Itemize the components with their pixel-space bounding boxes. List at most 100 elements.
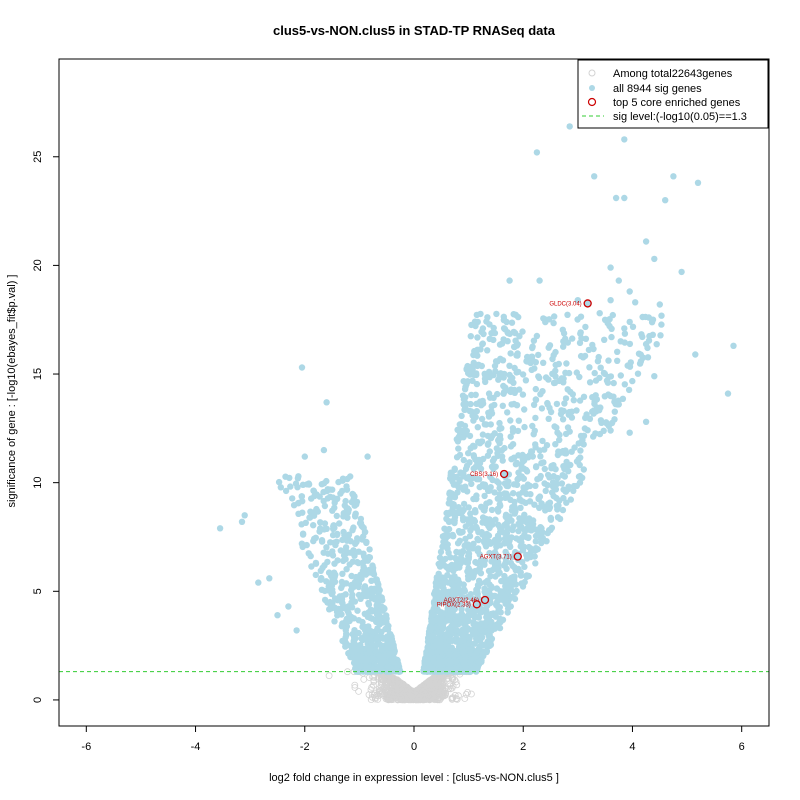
sig-gene-point xyxy=(483,587,490,595)
sig-gene-point xyxy=(468,480,475,488)
sig-gene-point xyxy=(544,401,551,408)
sig-gene-point xyxy=(519,328,526,335)
sig-gene-point xyxy=(302,519,309,526)
sig-gene-point xyxy=(554,506,561,513)
sig-gene-point xyxy=(632,299,639,306)
sig-gene-point xyxy=(511,386,518,394)
sig-gene-point xyxy=(433,574,440,581)
sig-gene-point xyxy=(353,538,360,545)
y-tick-label: 10 xyxy=(32,477,44,489)
sig-gene-point xyxy=(485,532,493,539)
sig-gene-point xyxy=(531,553,538,560)
nonsig-gene-point xyxy=(397,684,405,692)
nonsig-gene-point xyxy=(360,676,368,683)
sig-gene-point xyxy=(333,608,341,616)
sig-gene-point xyxy=(431,589,438,597)
sig-gene-point xyxy=(465,601,472,608)
sig-gene-point xyxy=(390,643,397,650)
sig-gene-point xyxy=(344,514,351,521)
nonsig-gene-point xyxy=(387,696,395,704)
sig-gene-point xyxy=(436,647,443,655)
sig-gene-point xyxy=(351,627,358,634)
nonsig-gene-point xyxy=(447,685,454,693)
sig-gene-point xyxy=(342,556,349,563)
sig-gene-point xyxy=(724,390,732,397)
sig-gene-point xyxy=(637,351,644,358)
sig-gene-point xyxy=(586,415,594,422)
sig-gene-point xyxy=(458,606,465,613)
sig-gene-point xyxy=(359,536,366,543)
sig-gene-point xyxy=(320,446,328,454)
nonsig-gene-point xyxy=(438,692,446,700)
sig-gene-point xyxy=(517,504,524,511)
sig-gene-point xyxy=(312,559,320,567)
sig-gene-point xyxy=(492,516,499,523)
sig-gene-point xyxy=(617,372,624,379)
sig-gene-point xyxy=(694,179,702,186)
sig-gene-point xyxy=(355,617,362,624)
sig-gene-point xyxy=(453,627,460,634)
sig-gene-point xyxy=(352,573,360,581)
sig-gene-point xyxy=(521,511,528,518)
sig-gene-point xyxy=(589,408,596,415)
sig-gene-point xyxy=(449,500,457,508)
sig-gene-point xyxy=(480,330,487,338)
sig-gene-point xyxy=(610,379,617,387)
sig-gene-point xyxy=(351,493,358,500)
sig-gene-point xyxy=(558,407,565,414)
nonsig-gene-point xyxy=(454,692,462,700)
sig-gene-point xyxy=(443,527,451,534)
sig-gene-point xyxy=(481,375,489,382)
sig-gene-point xyxy=(504,538,512,546)
sig-gene-point xyxy=(378,661,385,668)
sig-gene-point xyxy=(593,396,601,403)
sig-gene-point xyxy=(363,658,370,665)
x-tick-label: 0 xyxy=(411,741,417,753)
sig-gene-point xyxy=(528,353,535,361)
sig-gene-point xyxy=(493,585,501,592)
sig-gene-point xyxy=(461,586,468,593)
sig-gene-point xyxy=(460,500,468,508)
sig-gene-point xyxy=(469,545,477,552)
sig-gene-point xyxy=(343,566,350,573)
sig-gene-point xyxy=(562,488,570,495)
sig-gene-point xyxy=(432,579,439,587)
sig-gene-point xyxy=(447,628,454,635)
sig-gene-point xyxy=(562,450,570,457)
sig-gene-point xyxy=(430,617,437,625)
sig-gene-point xyxy=(499,402,506,409)
top-gene-label: CBS(3.16) xyxy=(470,472,498,478)
sig-gene-point xyxy=(541,465,548,473)
sig-gene-point xyxy=(342,544,350,551)
top-gene-point xyxy=(499,469,509,479)
sig-gene-point xyxy=(369,641,376,648)
sig-gene-point xyxy=(523,573,530,581)
sig-gene-point xyxy=(353,498,360,506)
sig-gene-point xyxy=(446,496,453,503)
sig-gene-point xyxy=(523,358,530,365)
top-gene-label: AGXT(3.71) xyxy=(480,555,512,561)
sig-gene-point xyxy=(351,552,358,559)
sig-gene-point xyxy=(536,374,543,381)
sig-gene-point xyxy=(486,335,493,343)
sig-gene-point xyxy=(574,297,581,304)
sig-gene-point xyxy=(343,617,350,624)
sig-gene-point xyxy=(472,319,479,327)
sig-gene-point xyxy=(507,496,514,503)
sig-gene-point xyxy=(460,506,467,514)
sig-gene-point xyxy=(460,434,467,441)
sig-gene-point xyxy=(536,447,543,454)
sig-gene-point xyxy=(473,525,481,532)
sig-gene-point xyxy=(485,390,493,397)
sig-gene-point xyxy=(331,499,338,506)
sig-gene-point xyxy=(521,526,528,533)
sig-gene-point xyxy=(289,495,296,502)
sig-gene-point xyxy=(500,325,508,332)
sig-gene-point xyxy=(338,623,345,630)
sig-gene-point xyxy=(299,498,306,505)
sig-gene-point xyxy=(566,123,573,130)
sig-gene-point xyxy=(326,598,334,606)
sig-gene-point xyxy=(368,577,375,584)
sig-gene-point xyxy=(487,484,494,491)
sig-gene-point xyxy=(528,366,535,374)
